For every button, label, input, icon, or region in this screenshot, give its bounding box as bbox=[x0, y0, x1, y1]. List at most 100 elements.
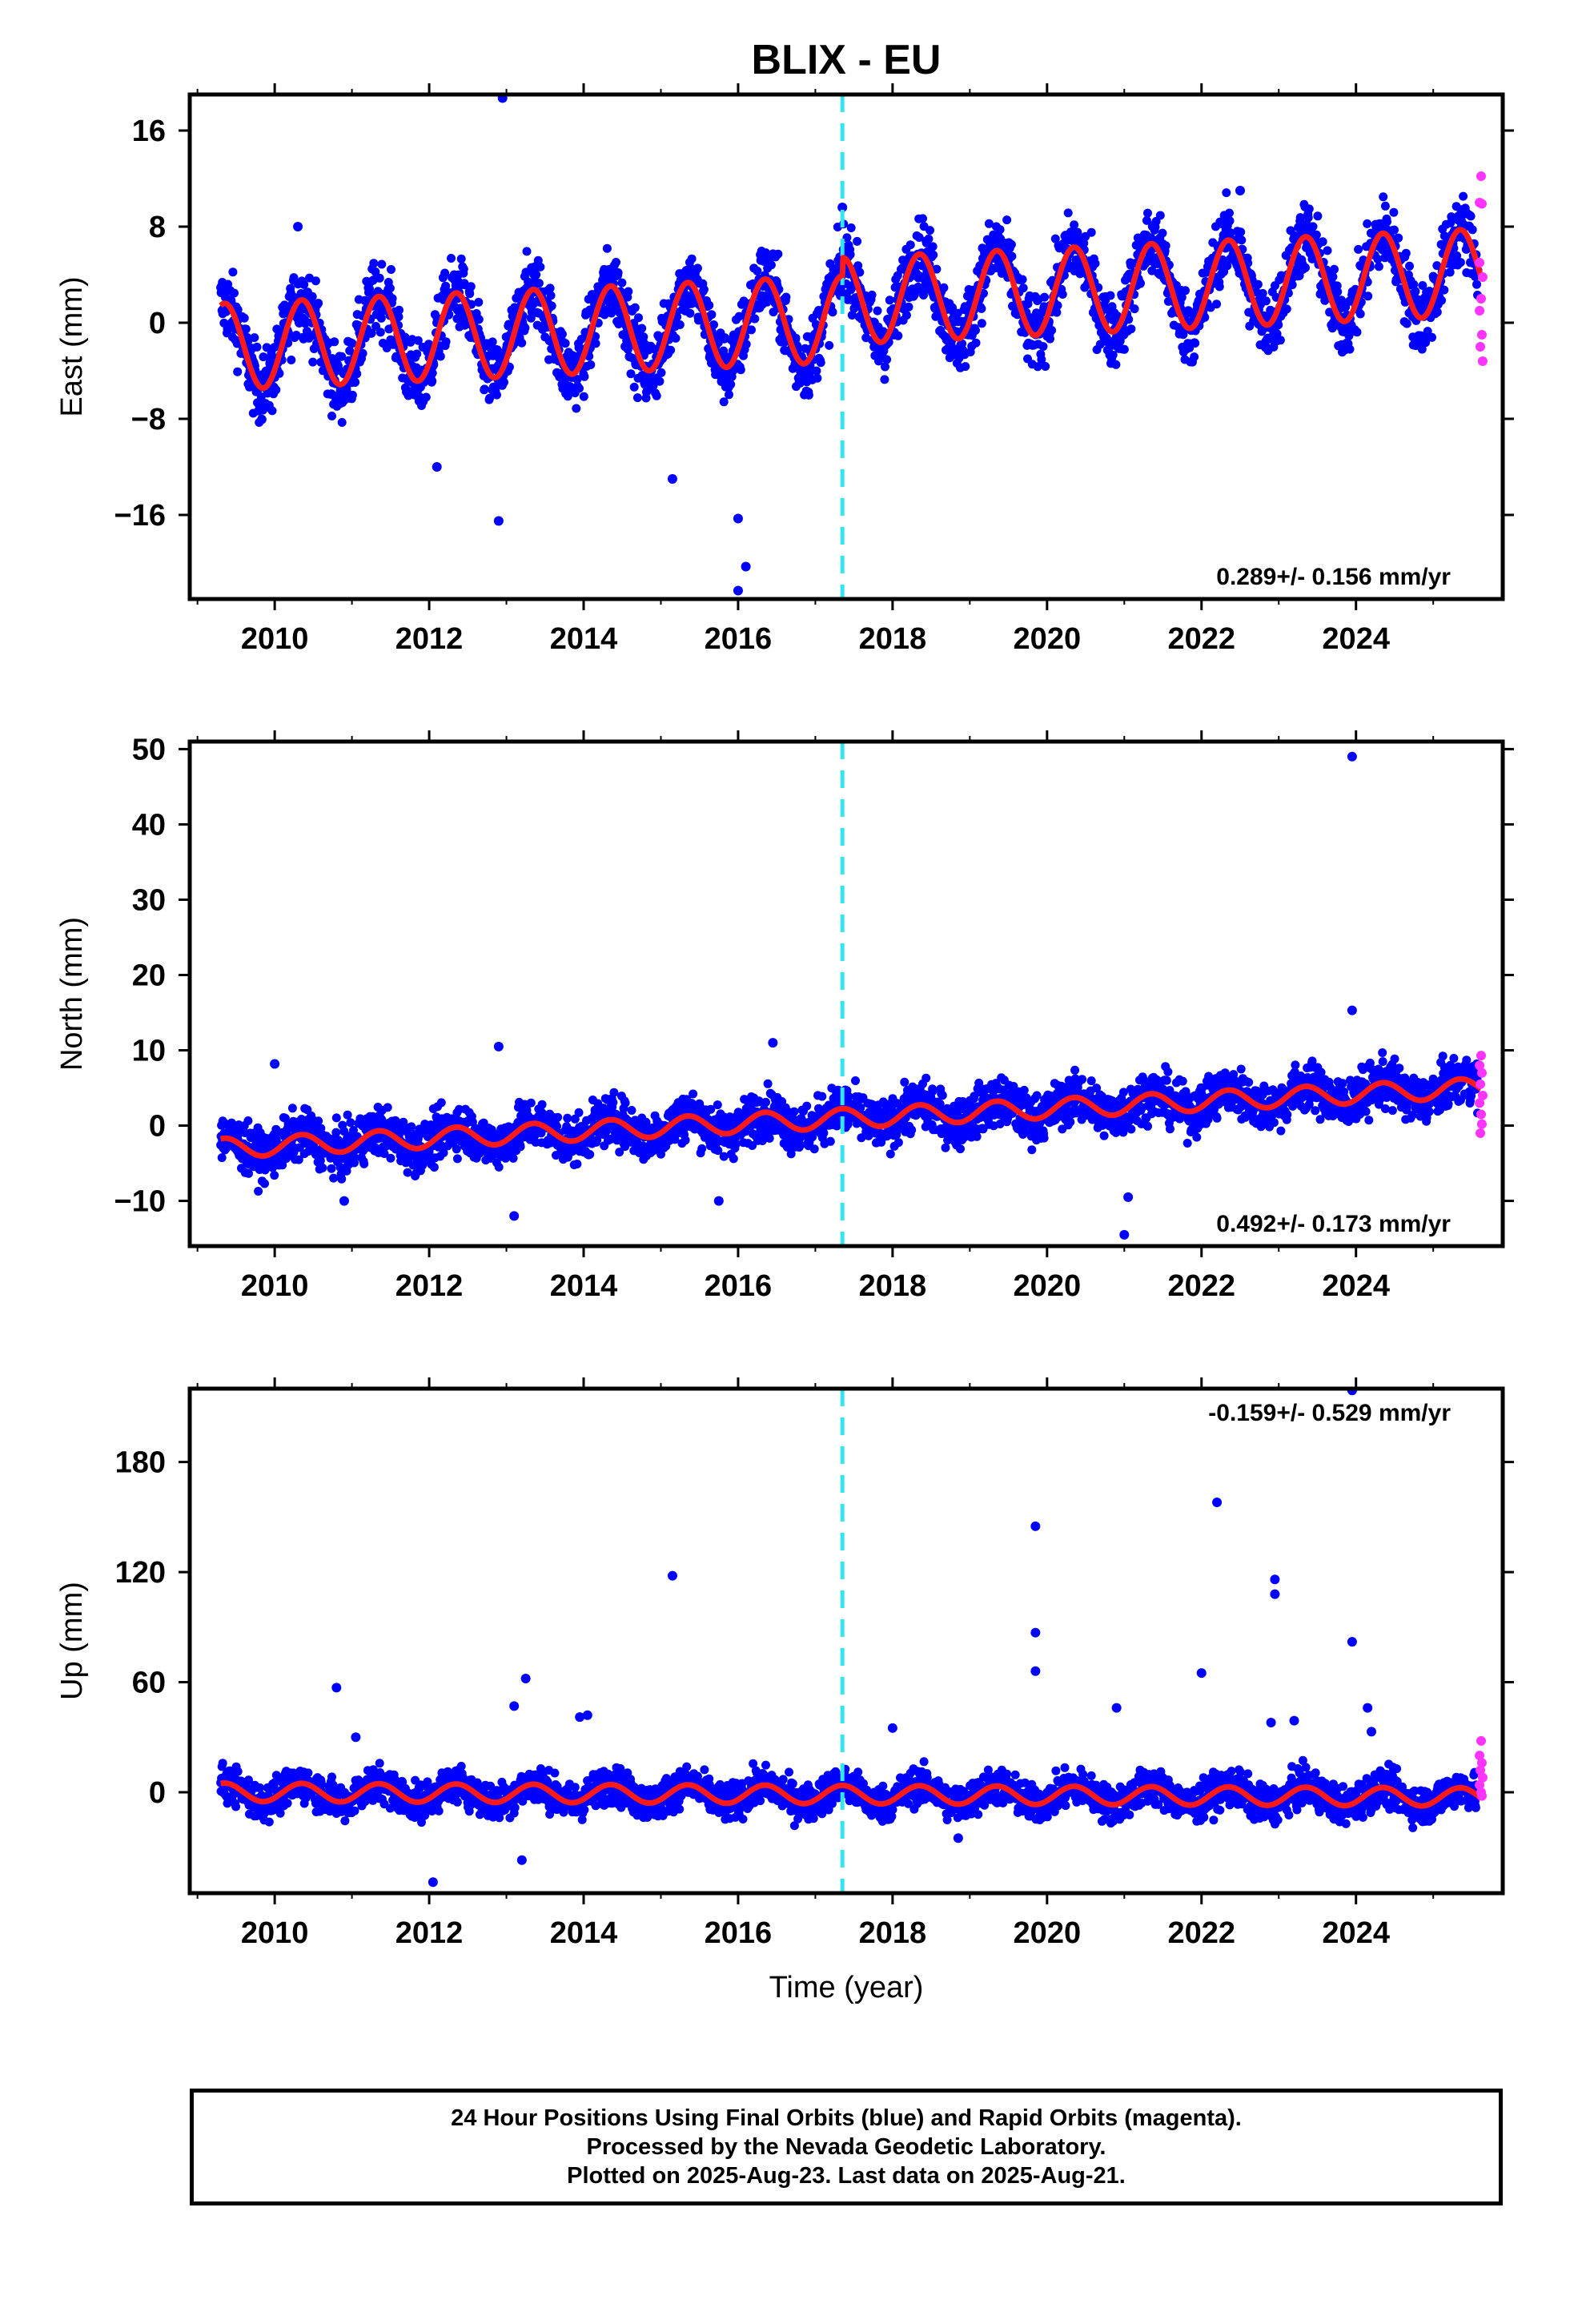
data-point bbox=[1063, 208, 1073, 218]
data-point bbox=[707, 310, 717, 320]
data-point bbox=[926, 226, 934, 235]
data-point bbox=[500, 377, 508, 387]
data-point bbox=[526, 1098, 536, 1108]
outlier-point bbox=[493, 516, 504, 526]
data-point bbox=[1212, 300, 1222, 309]
data-point bbox=[275, 368, 284, 378]
data-point bbox=[1130, 304, 1139, 314]
data-point bbox=[233, 305, 243, 315]
data-point bbox=[914, 233, 924, 242]
data-point bbox=[1158, 228, 1167, 238]
data-point bbox=[375, 273, 384, 283]
data-point bbox=[346, 1118, 355, 1128]
data-point bbox=[585, 1150, 595, 1159]
data-point bbox=[1261, 296, 1271, 306]
data-point bbox=[1058, 290, 1067, 299]
data-point bbox=[452, 1144, 461, 1154]
data-point bbox=[613, 268, 623, 277]
data-point bbox=[1258, 288, 1267, 298]
data-point bbox=[557, 329, 567, 339]
data-point bbox=[494, 1162, 504, 1172]
data-point bbox=[1047, 326, 1057, 335]
rapid-point bbox=[1475, 306, 1485, 316]
data-point bbox=[574, 1108, 584, 1117]
data-point bbox=[1041, 362, 1050, 371]
outlier-point bbox=[733, 585, 743, 596]
data-point bbox=[1108, 350, 1118, 360]
data-point bbox=[825, 340, 834, 350]
data-point bbox=[1427, 332, 1436, 342]
data-point bbox=[1050, 234, 1060, 243]
data-point bbox=[904, 302, 913, 312]
data-point bbox=[1155, 211, 1165, 220]
data-point bbox=[958, 339, 967, 348]
data-point bbox=[1468, 225, 1477, 235]
data-point bbox=[488, 337, 497, 347]
data-point bbox=[429, 1163, 439, 1172]
data-point bbox=[1383, 217, 1391, 227]
east-panel: 2010 2012 2014 2016 2018 2020 2022 2024−16−8081… bbox=[55, 83, 1514, 656]
data-point bbox=[853, 236, 862, 246]
data-point bbox=[1070, 220, 1079, 230]
data-point bbox=[318, 1163, 327, 1172]
data-point bbox=[347, 339, 357, 348]
data-point bbox=[428, 368, 437, 378]
data-point bbox=[270, 1171, 279, 1180]
data-point bbox=[984, 219, 994, 228]
data-point bbox=[345, 346, 355, 356]
data-point bbox=[699, 285, 709, 294]
data-point bbox=[629, 382, 639, 392]
data-point bbox=[941, 1143, 950, 1152]
data-point bbox=[365, 284, 374, 294]
data-point bbox=[630, 303, 640, 312]
data-point bbox=[314, 299, 323, 308]
data-point bbox=[1143, 208, 1152, 218]
data-point bbox=[776, 325, 785, 335]
data-point bbox=[466, 282, 476, 292]
data-point bbox=[1345, 344, 1355, 354]
data-point bbox=[536, 262, 545, 271]
data-point bbox=[403, 1168, 412, 1177]
data-point bbox=[337, 352, 347, 361]
data-point bbox=[773, 249, 783, 259]
data-point bbox=[579, 392, 588, 401]
data-point bbox=[243, 1116, 253, 1125]
data-point bbox=[572, 375, 582, 384]
data-point bbox=[350, 1158, 359, 1168]
data-point bbox=[1052, 308, 1062, 317]
rapid-point bbox=[1476, 171, 1486, 181]
data-point bbox=[546, 291, 556, 300]
data-point bbox=[485, 393, 495, 403]
data-point bbox=[880, 375, 889, 384]
data-point bbox=[885, 1149, 895, 1159]
data-point bbox=[1472, 279, 1481, 289]
data-point bbox=[252, 342, 262, 352]
north-panel: 2010 2012 2014 2016 2018 2020 2022 2024−1001020… bbox=[55, 730, 1514, 1303]
data-point bbox=[537, 1100, 547, 1109]
data-point bbox=[1405, 261, 1414, 271]
data-point bbox=[726, 380, 736, 389]
data-point bbox=[327, 412, 336, 420]
data-point bbox=[1037, 355, 1046, 364]
data-point bbox=[1040, 292, 1050, 302]
data-point bbox=[358, 348, 367, 358]
data-point bbox=[421, 392, 431, 402]
data-point bbox=[626, 369, 636, 379]
data-point bbox=[287, 1104, 297, 1113]
data-point bbox=[881, 362, 889, 372]
data-point bbox=[343, 1110, 352, 1120]
data-point bbox=[428, 376, 437, 386]
data-point bbox=[553, 1112, 563, 1122]
data-point bbox=[330, 337, 339, 347]
outlier-point bbox=[741, 561, 751, 572]
data-point bbox=[591, 332, 600, 341]
data-point bbox=[763, 1079, 773, 1088]
data-point bbox=[1390, 225, 1399, 235]
data-point bbox=[383, 1103, 392, 1112]
data-point bbox=[1124, 315, 1134, 324]
data-point bbox=[239, 313, 249, 323]
data-point bbox=[441, 337, 451, 347]
data-point bbox=[1282, 304, 1291, 314]
data-point bbox=[347, 390, 357, 400]
